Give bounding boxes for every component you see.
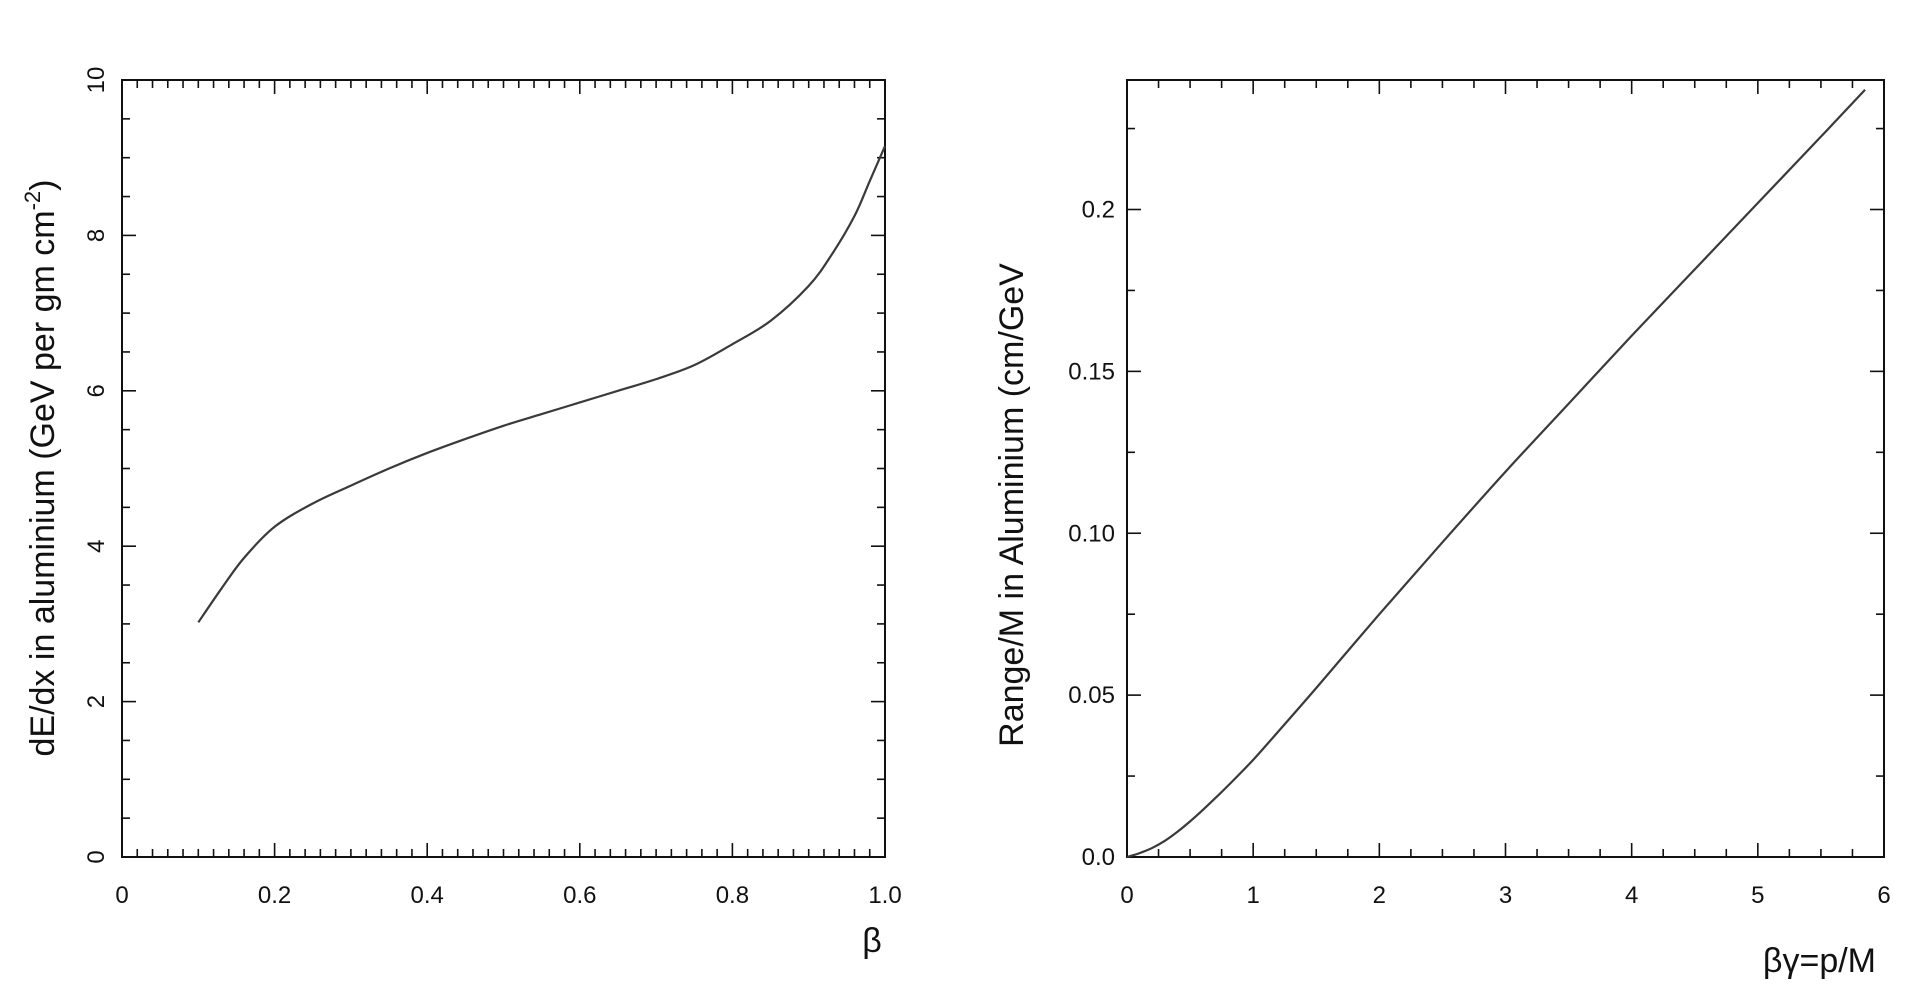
y-tick-label: 6 [83,384,110,397]
right-y-tick-labels: 0.0 0.05 0.10 0.15 0.2 [1068,197,1115,872]
x-tick-label: 1.0 [868,882,901,909]
x-tick-label: 4 [1625,882,1638,909]
y-tick-label: 0.15 [1068,358,1115,385]
y-tick-label: 4 [83,540,110,553]
y-axis-label-left-end: ) [24,180,62,191]
y-axis-label-left: dE/dx in aluminium (GeV per gm cm-2) [20,180,62,757]
plot-frame-right [1126,79,1885,858]
x-tick-label: 0.8 [716,882,749,909]
y-tick-label: 0.10 [1068,520,1115,547]
y-axis-label-left-sup: -2 [20,191,45,211]
y-tick-label: 2 [83,695,110,708]
y-tick-label: 0.0 [1082,844,1115,871]
left-x-tick-labels: 0 0.2 0.4 0.6 0.8 1.0 [115,882,901,909]
y-tick-label: 0.05 [1068,682,1115,709]
plot-frame-left [121,79,886,858]
right-x-tick-labels: 0 1 2 3 4 5 6 [1120,882,1890,909]
chart-dedx-vs-beta: 0 0.2 0.4 0.6 0.8 1.0 0 2 4 6 8 10 β dE/dx in alum… [20,67,902,960]
series-line-range [1126,88,1866,859]
chart-range-vs-betagamma: 0 1 2 3 4 5 6 0.0 0.05 0.10 0.15 0.2 βγ=p/M Range/… [993,79,1891,980]
x-tick-label: 1 [1246,882,1259,909]
x-tick-label: 0 [1120,882,1133,909]
left-y-tick-labels: 0 2 4 6 8 10 [83,67,110,864]
y-axis-label-right: Range/M in Aluminium (cm/GeV [993,263,1031,747]
y-tick-label: 0.2 [1082,197,1115,224]
y-axis-label-left-main: dE/dx in aluminium (GeV per gm cm [24,210,62,756]
x-tick-label: 3 [1499,882,1512,909]
x-axis-label-right: βγ=p/M [1763,942,1876,980]
x-axis-label-left: β [862,922,882,960]
y-tick-label: 10 [83,67,110,94]
right-ticks [1126,80,1885,858]
y-tick-label: 8 [83,229,110,242]
y-tick-label: 0 [83,850,110,863]
x-tick-label: 0.2 [258,882,291,909]
left-ticks [121,79,886,858]
x-tick-label: 0.6 [563,882,596,909]
x-tick-label: 6 [1877,882,1890,909]
x-tick-label: 2 [1373,882,1386,909]
x-tick-label: 0.4 [411,882,444,909]
x-tick-label: 0 [115,882,128,909]
x-tick-label: 5 [1751,882,1764,909]
series-line-dedx [197,145,887,623]
